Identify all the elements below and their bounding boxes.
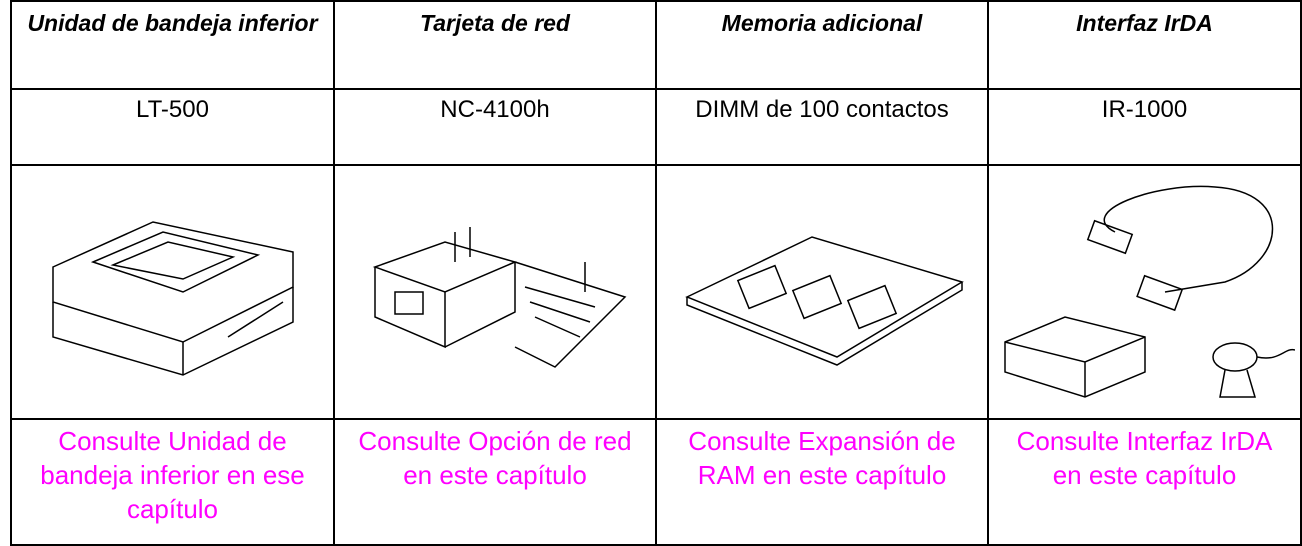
model-cell: DIMM de 100 contactos — [655, 88, 989, 166]
options-table: Unidad de bandeja inferior Tarjeta de re… — [10, 0, 1302, 546]
link-cell[interactable]: Consulte Interfaz IrDA en este capítulo — [987, 418, 1302, 546]
model-cell: IR-1000 — [987, 88, 1302, 166]
header-cell: Tarjeta de red — [333, 0, 657, 90]
image-cell — [987, 164, 1302, 420]
link-cell[interactable]: Consulte Unidad de bandeja inferior en e… — [10, 418, 335, 546]
link-cell[interactable]: Consulte Opción de red en este capítulo — [333, 418, 657, 546]
network-card-drawing — [372, 227, 627, 368]
tray-unit-drawing — [51, 221, 294, 376]
model-cell: NC-4100h — [333, 88, 657, 166]
dimm-drawing — [685, 236, 964, 366]
header-cell: Unidad de bandeja inferior — [10, 0, 335, 90]
header-cell: Interfaz IrDA — [987, 0, 1302, 90]
image-cell — [333, 164, 657, 420]
image-cell — [10, 164, 335, 420]
irda-drawing — [1003, 185, 1295, 398]
model-cell: LT-500 — [10, 88, 335, 166]
header-cell: Memoria adicional — [655, 0, 989, 90]
image-cell — [655, 164, 989, 420]
link-cell[interactable]: Consulte Expansión de RAM en este capítu… — [655, 418, 989, 546]
page: Unidad de bandeja inferior Tarjeta de re… — [10, 0, 1302, 546]
